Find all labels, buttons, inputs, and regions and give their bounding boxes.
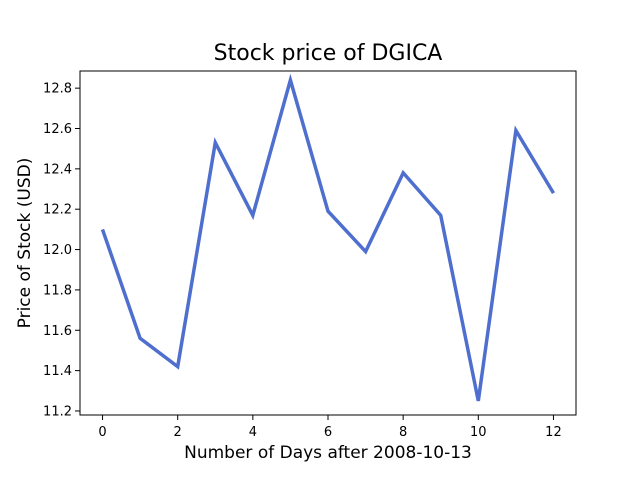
x-axis: 0 2 4 6 8 10 12 [98, 415, 561, 440]
y-tick-label: 12.0 [43, 243, 72, 258]
y-tick-label: 12.6 [43, 122, 72, 137]
x-tick-label: 12 [545, 425, 562, 440]
y-tick-label: 11.8 [43, 283, 72, 298]
chart-title: Stock price of DGICA [214, 41, 443, 66]
y-axis-label: Price of Stock (USD) [15, 158, 35, 329]
series-layer [103, 80, 554, 401]
x-axis-label: Number of Days after 2008-10-13 [184, 443, 472, 463]
y-tick-label: 11.2 [43, 404, 72, 419]
y-tick-label: 12.4 [43, 162, 72, 177]
x-tick-label: 6 [324, 425, 332, 440]
x-tick-label: 4 [249, 425, 257, 440]
y-tick-label: 11.6 [43, 324, 72, 339]
x-tick-label: 8 [399, 425, 407, 440]
y-tick-label: 12.2 [43, 203, 72, 218]
x-tick-label: 10 [470, 425, 487, 440]
x-tick-label: 0 [98, 425, 106, 440]
y-tick-label: 12.8 [43, 82, 72, 97]
price-line [103, 80, 554, 401]
y-tick-label: 11.4 [43, 364, 72, 379]
y-axis: 11.2 11.4 11.6 11.8 12.0 12.2 12.4 12.6 12.8 [43, 82, 80, 420]
x-tick-label: 2 [174, 425, 182, 440]
